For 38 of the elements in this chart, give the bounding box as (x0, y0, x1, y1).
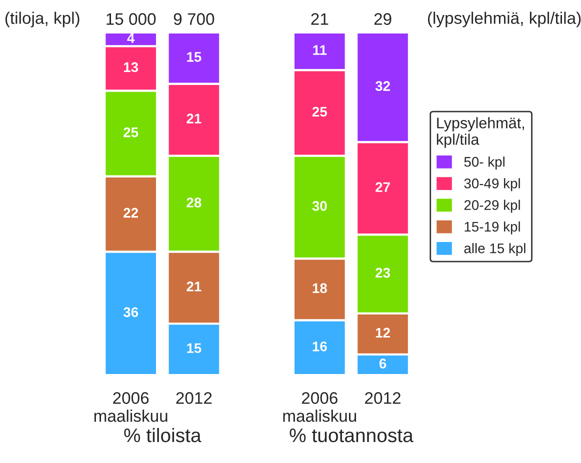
data-label: 32 (375, 81, 390, 91)
data-label: 27 (376, 182, 390, 192)
legend-label: 30-49 kpl (464, 178, 520, 192)
data-label: 25 (312, 106, 327, 117)
data-label: 12 (376, 328, 390, 338)
data-label: 15 (187, 52, 202, 62)
data-label: 23 (376, 268, 390, 278)
legend-label: 20-29 kpl (464, 200, 520, 213)
data-label: 21 (186, 282, 202, 292)
data-label: 13 (124, 62, 138, 72)
data-label: 28 (186, 198, 202, 208)
data-label: 36 (123, 307, 138, 318)
annotation: 29 (374, 13, 392, 25)
data-label: 25 (124, 127, 138, 138)
x-tick-label: 2012 (176, 392, 212, 404)
data-label: 30 (312, 201, 327, 211)
x-tick-label: 2006 maaliskuu (94, 392, 168, 422)
data-label: 6 (379, 358, 386, 368)
x-tick-label: 2012 (365, 392, 400, 404)
data-label: 4 (127, 33, 135, 43)
annotation: 9 700 (174, 13, 214, 25)
legend-label: 50- kpl (464, 156, 504, 170)
x-axis-title: % tuotannosta (290, 428, 414, 442)
text: (lypsylehmiä, kpl/tila) (428, 12, 581, 28)
legend-title: Lypsylehmät, kpl/tila (436, 117, 524, 148)
data-label: 22 (124, 208, 138, 218)
data-label: 21 (186, 114, 202, 124)
data-label: 15 (187, 343, 202, 354)
annotation: 21 (311, 13, 328, 25)
data-label: 11 (313, 45, 327, 55)
text: (tiloja, kpl) (5, 12, 80, 28)
annotation: 15 000 (106, 13, 156, 25)
x-tick-label: 2006 maaliskuu (283, 392, 356, 422)
legend-label: 15-19 kpl (464, 221, 520, 234)
legend-label: alle 15 kpl (464, 243, 526, 256)
data-label: 16 (312, 342, 327, 352)
x-axis-title: % tiloista (124, 428, 202, 442)
data-label: 18 (312, 283, 327, 294)
